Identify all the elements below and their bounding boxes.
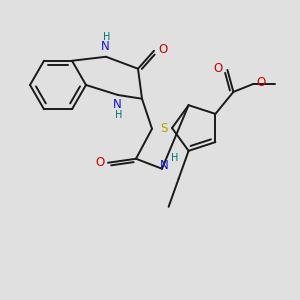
Text: H: H	[103, 32, 111, 42]
Text: O: O	[257, 76, 266, 89]
Text: S: S	[160, 122, 168, 134]
Text: O: O	[95, 156, 105, 169]
Text: N: N	[112, 98, 122, 112]
Text: O: O	[214, 62, 223, 75]
Text: O: O	[158, 43, 168, 56]
Text: H: H	[171, 153, 179, 163]
Text: H: H	[115, 110, 123, 120]
Text: N: N	[160, 159, 168, 172]
Text: N: N	[100, 40, 109, 53]
